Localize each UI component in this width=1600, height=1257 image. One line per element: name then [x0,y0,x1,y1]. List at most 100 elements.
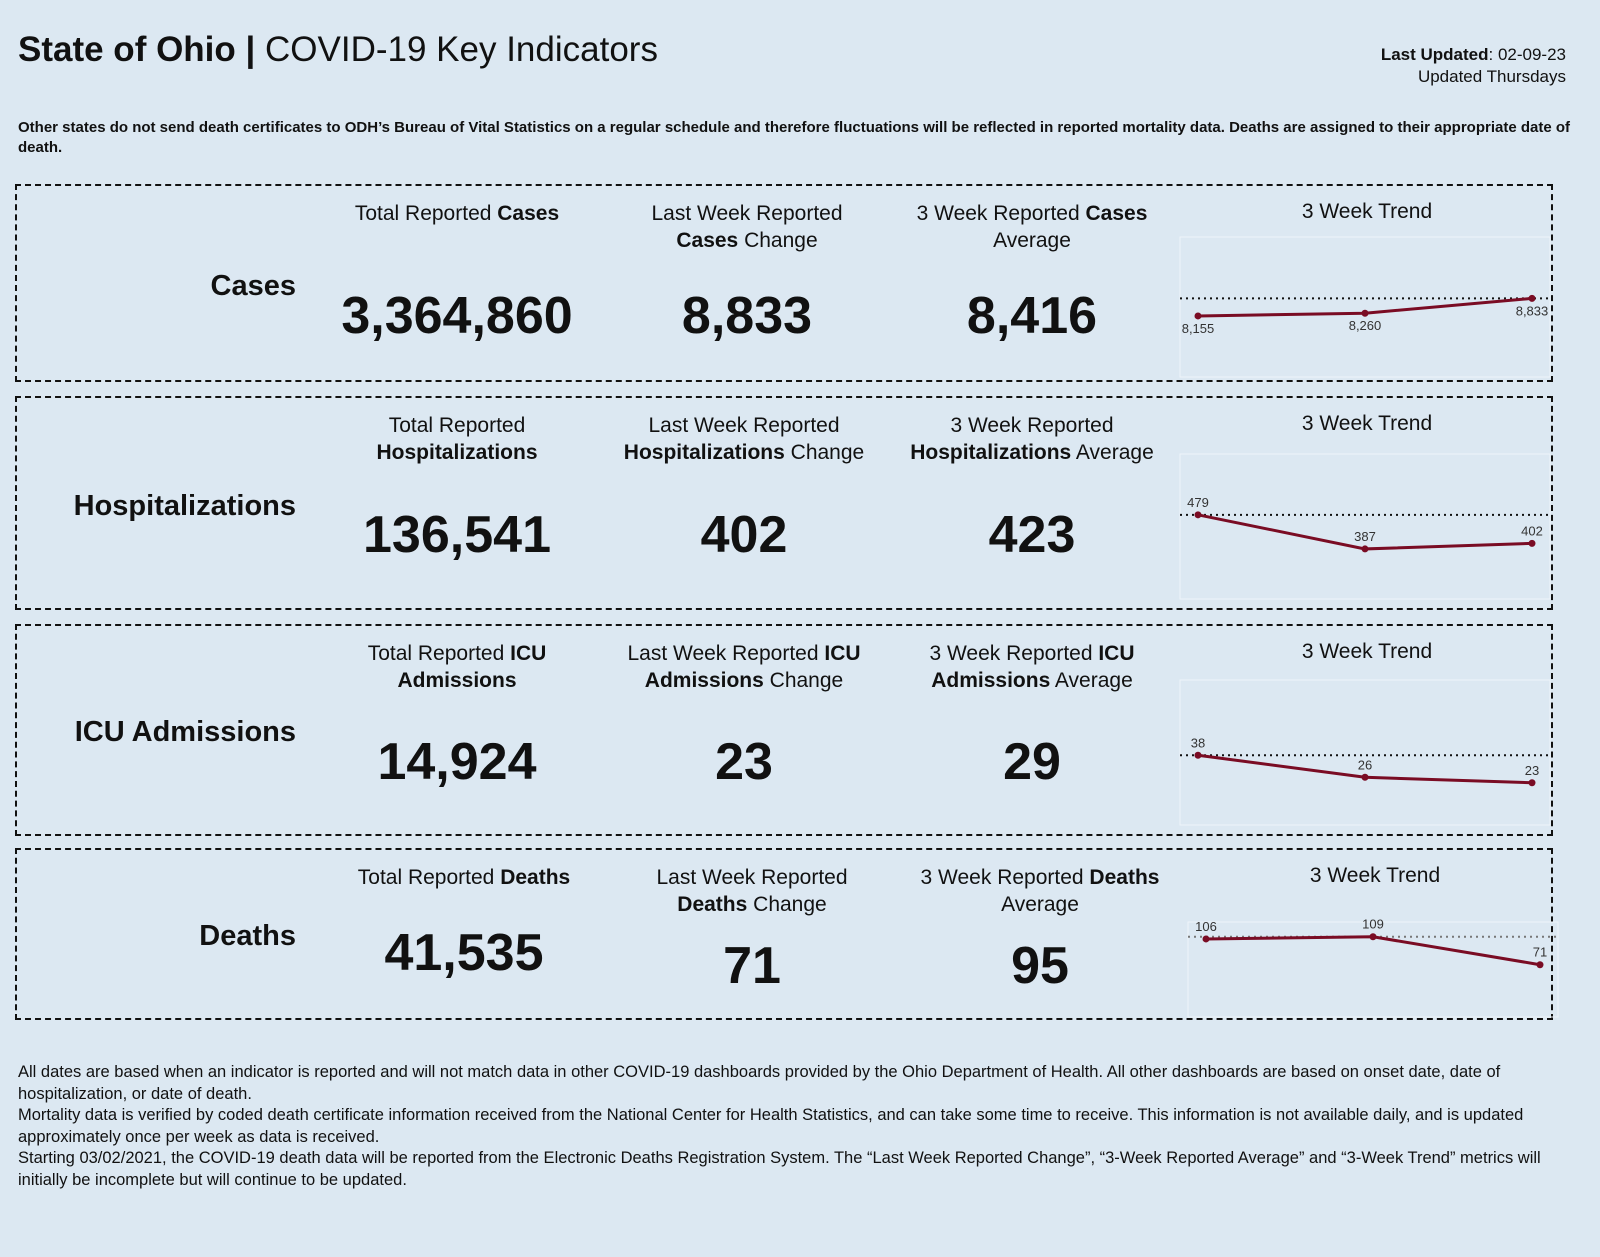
trend-title: 3 Week Trend [1309,864,1441,887]
header-text: Last Week Reported [648,414,840,437]
mortality-note: Other states do not send death certifica… [18,119,1571,156]
header-text: 3 Week Reported [950,414,1114,437]
footer-notes: All dates are based when an indicator is… [18,1062,1588,1191]
trend-data-label: 23 [1525,763,1539,778]
chart-area [1179,236,1551,378]
metric-value: 71 [723,937,781,995]
trend-point [1194,312,1202,320]
header-text: ICU [510,642,547,665]
panel-label: Hospitalizations [73,490,296,522]
trend-data-label: 106 [1195,919,1217,934]
header-text: Cases [1085,202,1148,225]
trend-point [1194,511,1202,519]
header-text: Change [738,229,818,252]
trend-data-label: 71 [1533,945,1547,960]
metric-value: 8,416 [966,287,1098,345]
header-text: Last Week Reported [627,642,825,665]
metric-header: Total Reported Deaths [319,864,609,891]
metric-value: 14,924 [377,733,537,791]
chart-area [1179,453,1551,600]
update-schedule: Updated Thursdays [1417,67,1566,86]
title-rest: COVID-19 Key Indicators [255,30,658,69]
header-text: Deaths [500,866,571,889]
header-text: Deaths [677,893,748,916]
chart-area [1187,921,1559,1018]
trend-title: 3 Week Trend [1301,200,1433,223]
header-text: Average [1001,893,1079,916]
metric-value: 95 [1011,937,1069,995]
header-text: Total Reported [388,414,526,437]
last-updated-value: : 02-09-23 [1488,45,1567,64]
chart-area [1179,679,1551,826]
metric-header: 3 Week Reported ICU Admissions Average [887,640,1177,694]
footer-note: Starting 03/02/2021, the COVID-19 death … [18,1149,1541,1189]
header-text: Last Week Reported [656,866,848,889]
trend-point [1361,309,1369,317]
header-text: Total Reported [357,866,501,889]
metric-header: Last Week Reported Hospitalizations Chang… [599,412,889,466]
header-text: Change [763,669,844,692]
trend-data-label: 38 [1191,735,1205,750]
header-text: Admissions [931,669,1051,692]
metric-value: 423 [988,506,1076,564]
trend-point [1528,539,1536,547]
trend-point [1536,961,1544,969]
title-state: State of Ohio | [18,30,256,69]
header-text: 3 Week Reported [916,202,1086,225]
trend-data-label: 8,833 [1516,303,1549,318]
metric-header: Last Week Reported ICU Admissions Change [599,640,889,694]
metric-header: 3 Week Reported Cases Average [887,200,1177,254]
header-text: Hospitalizations [376,441,538,464]
header-text: Admissions [644,669,764,692]
metric-value: 29 [1003,733,1061,791]
trend-data-label: 26 [1358,757,1372,772]
metric-header: Last Week Reported Cases Change [602,200,892,254]
header-text: Deaths [1089,866,1160,889]
panel-deaths: Deaths Total Reported Deaths 41,535 Last We… [15,848,1559,1020]
metric-value: 3,364,860 [341,287,573,345]
header-text: Average [1071,441,1154,464]
header-text: Average [1050,669,1133,692]
header-text: Average [993,229,1071,252]
metric-header: Total Reported ICU Admissions [312,640,602,694]
metric-header: Total Reported Cases [312,200,602,227]
metric-header: 3 Week Reported Hospitalizations Average [887,412,1177,466]
metric-header: Last Week Reported Deaths Change [607,864,897,918]
panel-icu-admissions: ICU Admissions Total Reported ICU Admissio… [15,624,1553,836]
header-text: Last Week Reported [651,202,843,225]
panel-label: Cases [210,270,296,302]
metric-value: 402 [700,506,788,564]
last-updated: Last Updated: 02-09-23 Updated Thursdays [1381,44,1566,88]
header-text: Cases [497,202,560,225]
header-text: 3 Week Reported [929,642,1099,665]
panel-label: ICU Admissions [74,716,296,748]
trend-point [1202,935,1210,943]
header-text: Change [747,893,827,916]
trend-data-label: 387 [1354,529,1376,544]
trend-data-label: 109 [1362,917,1384,932]
trend-data-label: 8,155 [1182,321,1215,336]
trend-chart: 38 26 23 [1179,679,1551,826]
page-title: State of Ohio | COVID-19 Key Indicators [18,30,658,70]
footer-note: All dates are based when an indicator is… [18,1063,1501,1103]
metric-header: Total Reported Hospitalizations [312,412,602,466]
panel-cases: Cases Total Reported Cases 3,364,860 Last W… [15,184,1553,382]
metric-value: 136,541 [363,506,551,564]
header-text: Cases [676,229,739,252]
panel-hospitalizations: Hospitalizations Total Reported Hospitaliz… [15,396,1553,610]
trend-data-label: 8,260 [1349,318,1382,333]
trend-point [1369,933,1377,941]
trend-data-label: 479 [1187,495,1209,510]
trend-chart: 106 109 71 [1187,917,1559,1018]
trend-point [1528,779,1536,787]
metric-value: 41,535 [384,924,544,982]
trend-line [1205,935,1541,967]
header-text: Total Reported [367,642,511,665]
metric-value: 23 [715,733,773,791]
trend-point [1194,751,1202,759]
panel-label: Deaths [199,920,296,952]
trend-data-label: 402 [1521,523,1543,538]
header-text: ICU [824,642,861,665]
trend-point [1361,545,1369,553]
trend-point [1361,773,1369,781]
